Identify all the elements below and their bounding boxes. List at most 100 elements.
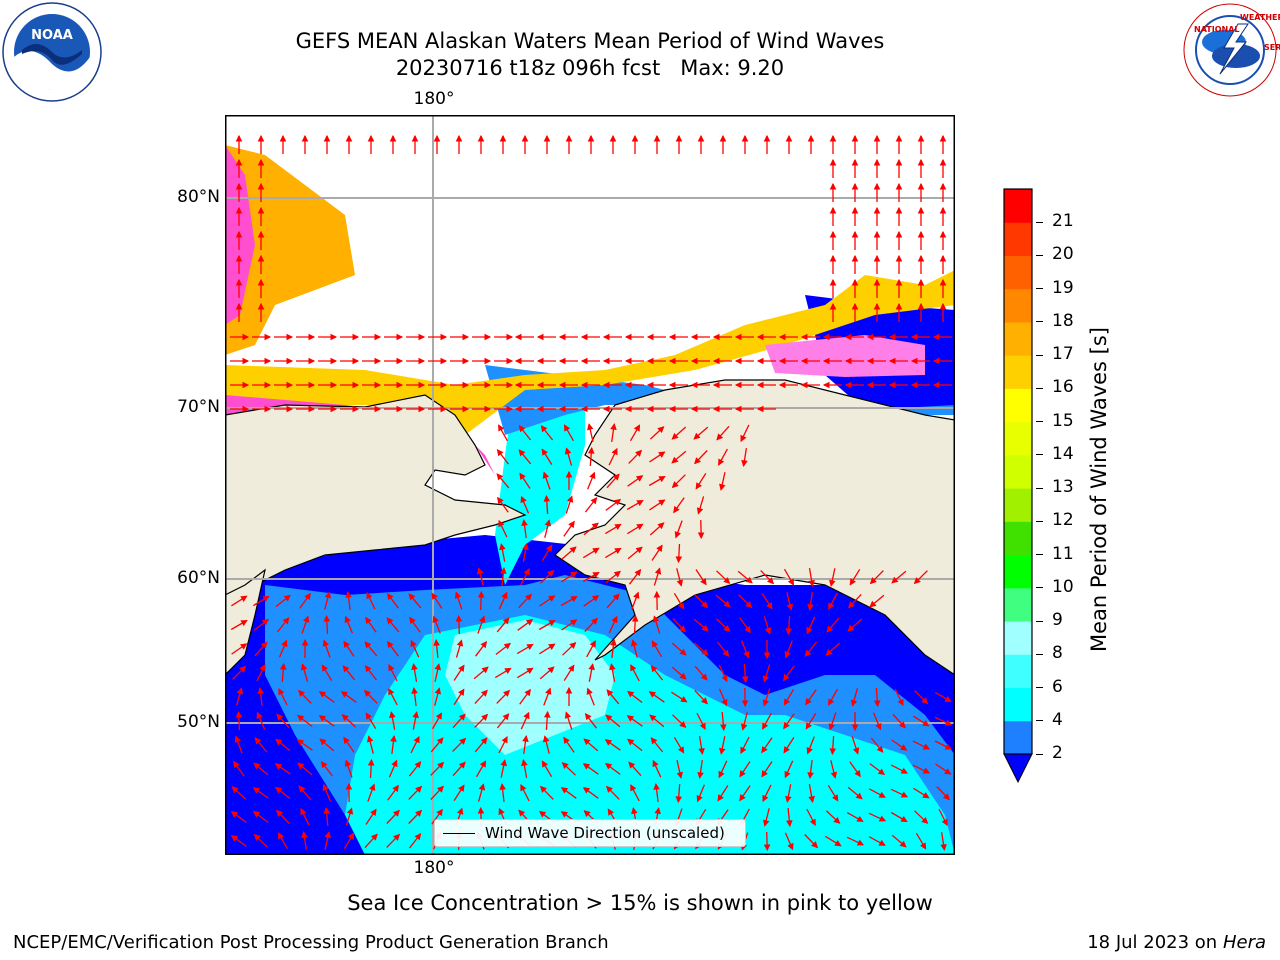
wind-arrow-head xyxy=(756,357,764,365)
wind-arrow-head xyxy=(895,302,903,310)
wind-arrow-head xyxy=(922,743,931,750)
wind-arrow-head xyxy=(917,278,925,286)
colorbar-segment xyxy=(1004,521,1032,556)
wind-arrow-head xyxy=(917,182,925,190)
wind-arrow-head xyxy=(851,302,859,310)
wind-arrow-head xyxy=(308,357,316,365)
colorbar-tick-label: 17 xyxy=(1052,344,1074,365)
wind-arrow-head xyxy=(514,333,522,341)
wind-arrow-head xyxy=(917,302,925,310)
wind-arrow-head xyxy=(804,649,812,657)
wind-arrow-head xyxy=(591,617,598,625)
wind-arrow-head xyxy=(345,782,353,790)
wind-arrow-head xyxy=(366,591,373,600)
wind-arrow-head xyxy=(323,806,331,814)
wind-arrow-head xyxy=(932,333,940,341)
wind-arrow-head xyxy=(239,665,247,673)
wind-arrow-head xyxy=(560,811,569,818)
colorbar-segment xyxy=(1004,255,1032,290)
wind-arrow-head xyxy=(690,405,698,413)
wind-arrow-head xyxy=(631,807,638,815)
wind-arrow-head xyxy=(646,333,654,341)
wind-arrow-head xyxy=(230,811,239,818)
wind-arrow-head xyxy=(624,405,632,413)
wind-arrow-head xyxy=(364,641,372,649)
colorbar-tick-mark xyxy=(1036,454,1043,456)
wind-arrow-head xyxy=(252,810,261,818)
wind-arrow-head xyxy=(277,832,285,840)
wind-arrow-head xyxy=(822,333,830,341)
wind-arrow-head xyxy=(275,738,283,746)
wind-arrow-head xyxy=(675,796,683,804)
wind-arrow-head xyxy=(895,278,903,286)
wind-arrow-head xyxy=(432,615,439,623)
wind-arrow-head xyxy=(582,763,591,770)
wind-arrow-head xyxy=(624,333,632,341)
colorbar-tick-label: 12 xyxy=(1052,510,1074,531)
wind-arrow-head xyxy=(922,767,931,774)
wind-arrow-head xyxy=(612,593,620,601)
wind-arrow-head xyxy=(856,839,865,846)
wind-arrow-head xyxy=(543,494,551,502)
wind-arrow-head xyxy=(279,662,287,670)
wind-arrow-head xyxy=(319,738,327,746)
wind-arrow-head xyxy=(829,182,837,190)
wind-arrow-head xyxy=(462,333,470,341)
wind-arrow-head xyxy=(275,786,283,794)
wind-arrow-head xyxy=(767,577,775,585)
wind-arrow-head xyxy=(566,495,574,503)
wind-arrow-head xyxy=(541,760,549,768)
wind-arrow-head xyxy=(257,302,265,310)
wind-arrow-head xyxy=(734,405,742,413)
wind-arrow-head xyxy=(523,711,530,720)
wind-arrow-head xyxy=(919,842,927,850)
wind-arrow-head xyxy=(856,815,864,822)
wind-arrow-head xyxy=(546,544,553,552)
wind-arrow-head xyxy=(456,807,464,815)
wind-arrow-head xyxy=(458,784,465,792)
wind-arrow-head xyxy=(761,746,768,754)
wind-arrow-head xyxy=(834,840,842,847)
wind-arrow-head xyxy=(745,576,753,584)
lat-label-50: 50°N xyxy=(177,712,220,732)
wind-arrow-head xyxy=(653,134,661,142)
wind-arrow-head xyxy=(286,333,294,341)
wind-arrow-head xyxy=(805,697,812,706)
wind-arrow-head xyxy=(851,230,859,238)
footer-right: 18 Jul 2023 on Hera xyxy=(1087,932,1266,953)
wind-arrow-head xyxy=(415,785,423,793)
wind-arrow-head xyxy=(539,785,547,793)
wind-arrow-head xyxy=(761,770,768,778)
colorbar-segment xyxy=(1004,587,1032,622)
wind-arrow-head xyxy=(763,134,771,142)
wind-arrow-head xyxy=(712,381,720,389)
wind-arrow-head xyxy=(563,424,571,432)
wind-arrow-head xyxy=(364,665,372,673)
wind-arrow-head xyxy=(809,818,816,826)
noaa-logo: NOAA xyxy=(2,2,102,102)
wind-arrow-head xyxy=(276,809,284,817)
wind-arrow-head xyxy=(388,664,395,672)
wind-arrow-head xyxy=(627,690,635,698)
wind-arrow-head xyxy=(308,381,316,389)
wind-arrow-head xyxy=(440,333,448,341)
colorbar-segment xyxy=(1004,687,1032,722)
wind-arrow-head xyxy=(499,134,507,142)
wind-arrow-head xyxy=(873,158,881,166)
wind-arrow-head xyxy=(932,381,940,389)
lon-label-top: 180° xyxy=(413,89,455,109)
wind-arrow-head xyxy=(740,746,747,754)
wind-arrow-head xyxy=(653,783,660,790)
wind-arrow-head xyxy=(604,739,613,746)
wind-arrow-head xyxy=(484,357,492,365)
wind-arrow-head xyxy=(900,767,908,774)
wind-arrow-head xyxy=(279,134,287,142)
footer-left: NCEP/EMC/Verification Post Processing Pr… xyxy=(13,932,609,953)
wind-arrow-head xyxy=(320,761,328,769)
wind-arrow-head xyxy=(878,839,886,846)
wind-arrow-head xyxy=(588,663,595,671)
colorbar-tick-mark xyxy=(1036,254,1043,256)
wind-arrow-head xyxy=(849,578,856,586)
wind-arrow-head xyxy=(762,722,769,730)
wind-arrow-head xyxy=(602,357,610,365)
